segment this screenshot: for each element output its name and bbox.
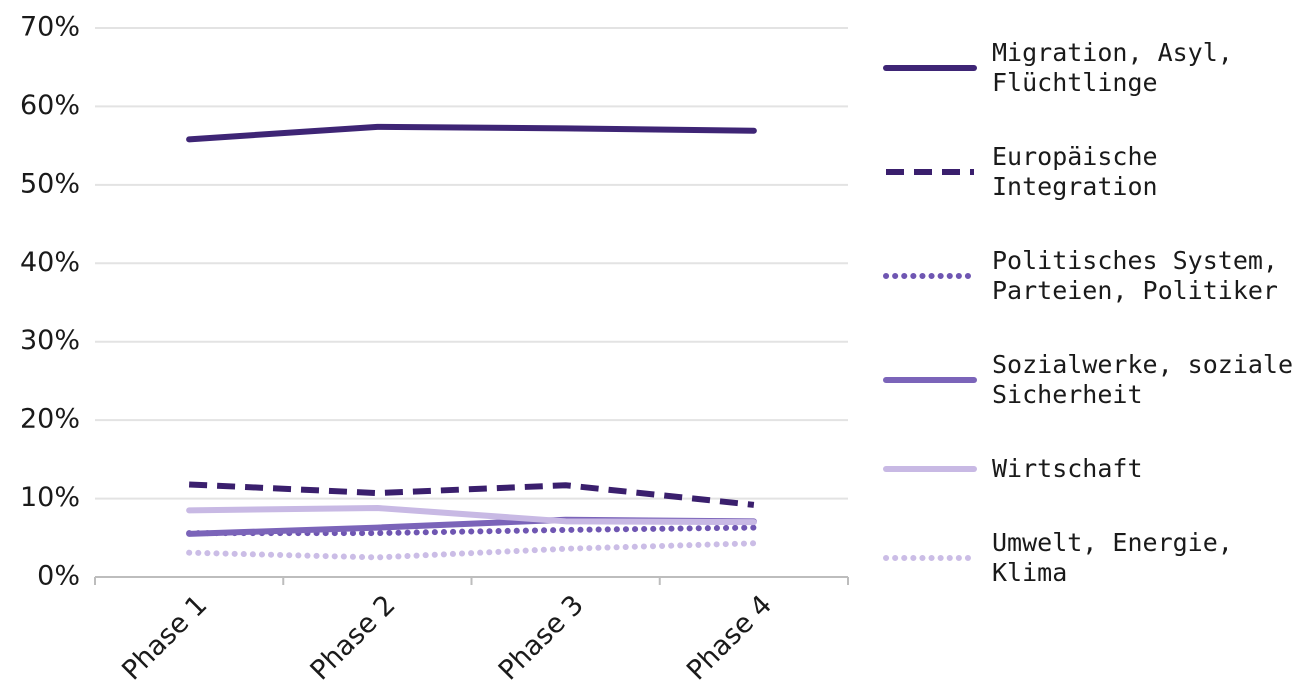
legend-entry: Politisches System, Parteien, Politiker: [882, 246, 1312, 306]
legend-label: Europäische Integration: [992, 142, 1158, 201]
legend-label: Sozialwerke, soziale Sicherheit: [992, 350, 1294, 409]
legend-entry: Migration, Asyl, Flüchtlinge: [882, 38, 1312, 98]
x-tick-label: Phase 3: [493, 589, 590, 686]
legend-entry: Wirtschaft: [882, 454, 1312, 484]
x-tick-label: Phase 4: [681, 589, 778, 686]
series-line: [188, 481, 755, 508]
legend-label: Wirtschaft: [992, 454, 1143, 483]
y-tick-label: 10%: [20, 482, 80, 513]
y-tick-label: 40%: [20, 247, 80, 278]
legend-swatch: [883, 65, 977, 71]
legend-swatch: [883, 273, 977, 279]
legend-entry: Europäische Integration: [882, 142, 1312, 202]
legend-label: Migration, Asyl, Flüchtlinge: [992, 38, 1233, 97]
y-tick-label: 70%: [20, 12, 80, 43]
series-line: [186, 540, 757, 561]
x-tick-label: Phase 2: [304, 589, 401, 686]
x-tick-label: Phase 1: [116, 589, 213, 686]
legend: Migration, Asyl, Flüchtlinge Europäische …: [882, 38, 1312, 588]
legend-swatch: [886, 169, 974, 175]
y-tick-label: 0%: [37, 561, 80, 592]
legend-label: Politisches System, Parteien, Politiker: [992, 246, 1278, 305]
legend-label: Umwelt, Energie, Klima: [992, 528, 1233, 587]
y-tick-label: 60%: [20, 90, 80, 121]
legend-entry: Sozialwerke, soziale Sicherheit: [882, 350, 1312, 410]
y-tick-label: 50%: [20, 168, 80, 199]
legend-swatch: [883, 377, 977, 383]
y-tick-label: 30%: [20, 325, 80, 356]
series-line: [186, 123, 757, 143]
legend-swatch: [883, 466, 977, 472]
series-line: [186, 504, 757, 526]
legend-entry: Umwelt, Energie, Klima: [882, 528, 1312, 588]
y-tick-label: 20%: [20, 404, 80, 435]
legend-swatch: [883, 555, 977, 561]
series-line: [186, 524, 757, 537]
